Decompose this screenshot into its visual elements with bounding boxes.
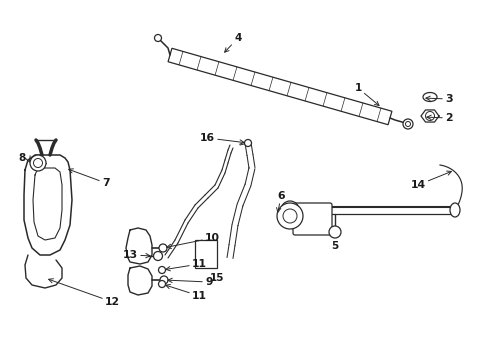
- Circle shape: [158, 280, 165, 288]
- Ellipse shape: [449, 203, 459, 217]
- Circle shape: [34, 158, 42, 167]
- Circle shape: [153, 252, 162, 261]
- Circle shape: [425, 112, 434, 121]
- Circle shape: [30, 155, 46, 171]
- Text: 15: 15: [209, 273, 224, 283]
- Text: 7: 7: [68, 169, 109, 188]
- Text: 6: 6: [276, 191, 285, 212]
- Text: 2: 2: [426, 113, 452, 123]
- Text: 11: 11: [165, 284, 206, 301]
- Text: 12: 12: [48, 279, 120, 307]
- Text: 3: 3: [425, 94, 452, 104]
- Polygon shape: [168, 48, 391, 125]
- Circle shape: [283, 209, 296, 223]
- Text: 1: 1: [354, 83, 378, 105]
- Circle shape: [154, 35, 161, 41]
- Text: 16: 16: [200, 133, 244, 144]
- Circle shape: [276, 203, 303, 229]
- Text: 8: 8: [19, 153, 25, 163]
- Text: 11: 11: [165, 259, 206, 271]
- Text: 4: 4: [224, 33, 241, 52]
- Circle shape: [160, 276, 168, 284]
- Circle shape: [402, 119, 412, 129]
- Text: 14: 14: [409, 171, 450, 190]
- FancyBboxPatch shape: [292, 203, 331, 235]
- Circle shape: [328, 226, 340, 238]
- Circle shape: [158, 266, 165, 274]
- Circle shape: [159, 244, 167, 252]
- Circle shape: [281, 201, 298, 219]
- Text: 13: 13: [122, 250, 150, 260]
- Text: 10: 10: [166, 233, 220, 248]
- Circle shape: [244, 140, 251, 147]
- Bar: [195, 240, 217, 268]
- Text: 9: 9: [167, 277, 212, 287]
- Text: 5: 5: [331, 241, 338, 251]
- Circle shape: [405, 122, 409, 126]
- Circle shape: [285, 205, 294, 215]
- Ellipse shape: [422, 93, 436, 102]
